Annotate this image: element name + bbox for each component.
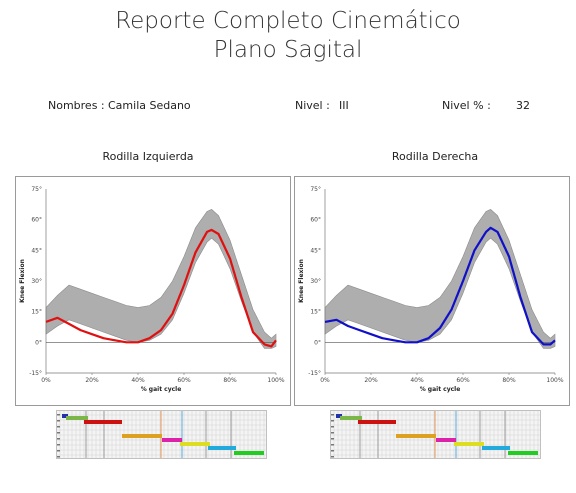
y-tick-label: -15° — [29, 370, 42, 377]
x-tick-label: 40% — [131, 377, 145, 384]
knee-flexion-line — [45, 228, 277, 348]
x-tick-label: 100% — [267, 377, 284, 384]
phase-bar — [84, 420, 122, 424]
left-phase-strip — [56, 410, 267, 459]
strip-row-label — [57, 414, 60, 416]
phase-bar — [180, 442, 210, 446]
right-knee-chart-svg: -15° 0° 15° 30° 45° 60° 75° 0% 20% 40% 60% 80% 100%%… — [298, 186, 564, 393]
name-value: Camila Sedano — [108, 99, 191, 112]
x-axis-label: % gait cycle — [420, 386, 461, 393]
strip-row-label — [57, 426, 60, 428]
level-value: III — [339, 99, 349, 112]
right-knee-chart: -15° 0° 15° 30° 45° 60° 75° 0% 20% 40% 60% 80% 100%%… — [294, 176, 570, 406]
x-tick-label: 80% — [502, 377, 516, 384]
phase-bar — [122, 434, 162, 438]
strip-row-label — [57, 444, 60, 446]
level-pct-label: Nivel % : — [442, 99, 491, 112]
phase-bar — [508, 451, 538, 455]
x-tick-label: 40% — [410, 377, 424, 384]
strip-row-label — [331, 426, 334, 428]
strip-row-label — [331, 444, 334, 446]
strip-row-label — [331, 450, 334, 452]
y-tick-label: 45° — [310, 247, 321, 254]
y-tick-label: 75° — [310, 186, 321, 193]
left-knee-chart-svg: -15° 0° 15° 30° 45° 60° 75° 0% 20% 40% 60% 80% 100%%… — [19, 186, 285, 393]
strip-row-label — [331, 432, 334, 434]
strip-row-label — [331, 414, 334, 416]
strip-row-label — [57, 456, 60, 458]
x-tick-label: 20% — [85, 377, 99, 384]
x-tick-label: 20% — [364, 377, 378, 384]
knee-flexion-line — [324, 226, 556, 346]
strip-row-label — [57, 438, 60, 440]
phase-bar — [436, 438, 456, 442]
phase-bar — [482, 446, 510, 450]
y-tick-label: 75° — [31, 186, 42, 193]
x-tick-label: 60% — [456, 377, 470, 384]
y-tick-label: 0° — [314, 339, 321, 346]
phase-bar — [340, 416, 362, 420]
phase-bar — [208, 446, 236, 450]
left-knee-chart: -15° 0° 15° 30° 45° 60° 75° 0% 20% 40% 60% 80% 100%%… — [15, 176, 291, 406]
y-tick-label: -15° — [308, 370, 321, 377]
phase-bar — [396, 434, 436, 438]
phase-bar — [62, 414, 68, 418]
right-chart-subtitle: Rodilla Derecha — [391, 150, 479, 163]
x-tick-label: 100% — [546, 377, 563, 384]
phase-bar — [336, 414, 342, 418]
strip-row-label — [57, 450, 60, 452]
normal-range-band — [45, 209, 277, 349]
phase-bar — [66, 416, 88, 420]
strip-row-label — [331, 456, 334, 458]
y-tick-label: 0° — [35, 339, 42, 346]
y-tick-label: 60° — [310, 217, 321, 224]
x-axis-label: % gait cycle — [141, 386, 182, 393]
right-phase-strip — [330, 410, 541, 459]
y-axis-label: Knee Flexion — [19, 259, 26, 303]
y-tick-label: 30° — [310, 278, 321, 285]
phase-bar — [454, 442, 484, 446]
strip-row-label — [57, 432, 60, 434]
y-tick-label: 15° — [31, 309, 42, 316]
x-tick-label: 0% — [320, 377, 330, 384]
level-pct-value: 32 — [516, 99, 530, 112]
left-chart-subtitle: Rodilla Izquierda — [102, 150, 194, 163]
y-tick-label: 15° — [310, 309, 321, 316]
name-label: Nombres : — [48, 99, 105, 112]
report-title-line1: Reporte Completo Cinemático — [115, 8, 461, 34]
y-tick-label: 30° — [31, 278, 42, 285]
y-tick-label: 45° — [31, 247, 42, 254]
strip-row-label — [331, 438, 334, 440]
strip-row-label — [331, 420, 334, 422]
y-axis-label: Knee Flexion — [298, 259, 305, 303]
strip-row-label — [57, 420, 60, 422]
phase-bar — [162, 438, 182, 442]
report-title-line2: Plano Sagital — [213, 37, 363, 63]
level-label: Nivel : — [295, 99, 330, 112]
x-tick-label: 60% — [177, 377, 191, 384]
phase-bar — [358, 420, 396, 424]
x-tick-label: 0% — [41, 377, 51, 384]
x-tick-label: 80% — [223, 377, 237, 384]
y-tick-label: 60° — [31, 217, 42, 224]
phase-bar — [234, 451, 264, 455]
